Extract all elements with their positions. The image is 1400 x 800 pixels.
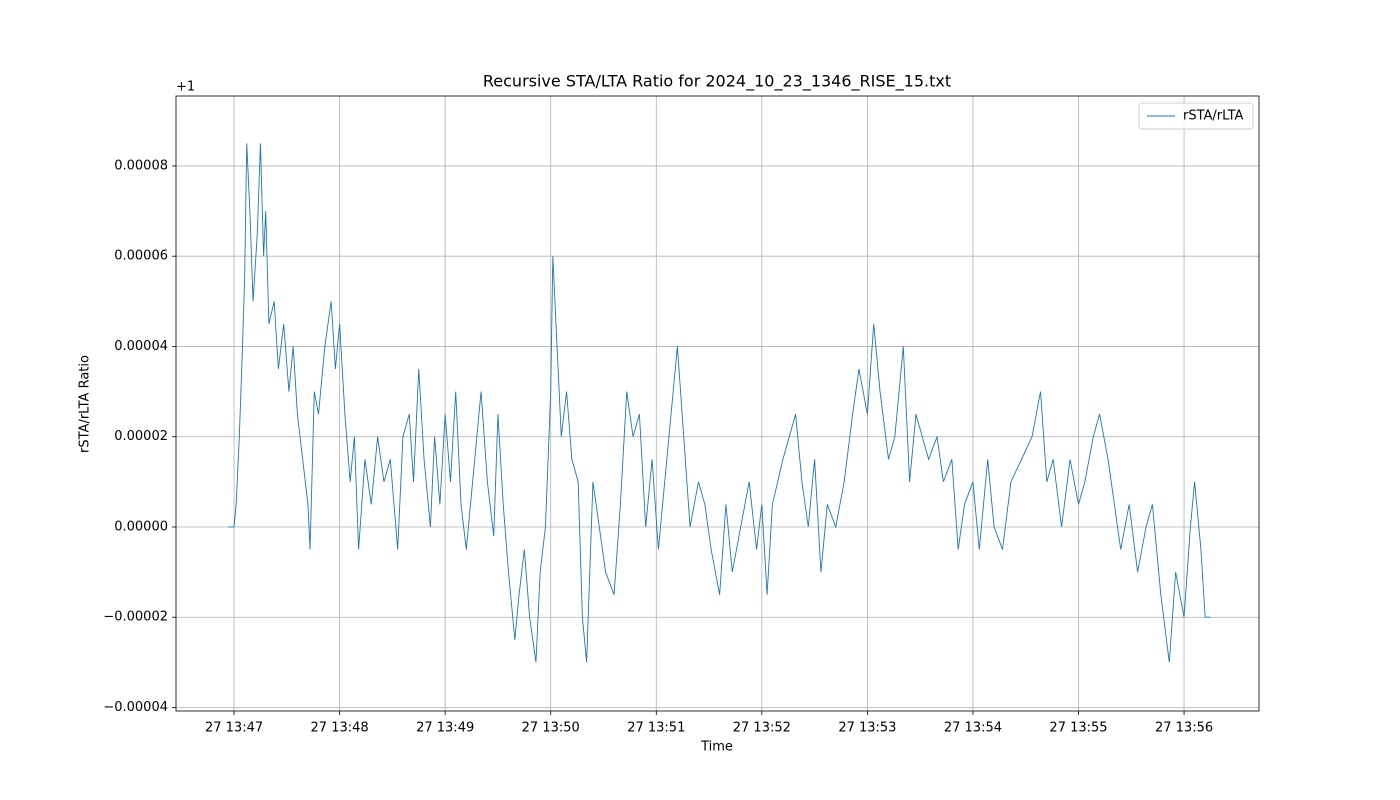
chart-title: Recursive STA/LTA Ratio for 2024_10_23_1… (483, 72, 951, 92)
y-axis-label: rSTA/rLTA Ratio (78, 355, 93, 453)
y-tick-label: 0.00002 (114, 429, 168, 444)
x-tick-label: 27 13:48 (311, 721, 369, 736)
x-tick-label: 27 13:49 (416, 721, 474, 736)
y-tick-label: 0.00004 (114, 339, 168, 354)
y-tick-label: 0.00008 (114, 158, 168, 173)
x-tick-label: 27 13:51 (627, 721, 685, 736)
y-offset-label: +1 (176, 80, 195, 95)
legend-box (1138, 102, 1254, 130)
x-tick-label: 27 13:50 (522, 721, 580, 736)
y-tick-label: −0.00004 (103, 700, 168, 715)
x-tick-label: 27 13:55 (1049, 721, 1107, 736)
x-tick-label: 27 13:47 (205, 721, 263, 736)
plot-frame (175, 95, 1260, 712)
x-tick-label: 27 13:56 (1155, 721, 1213, 736)
y-tick-label: −0.00002 (103, 610, 168, 625)
data-line (227, 143, 1211, 663)
legend-label: rSTA/rLTA (1183, 109, 1244, 124)
x-tick-label: 27 13:53 (838, 721, 896, 736)
y-tick-label: 0.00000 (114, 519, 168, 534)
y-tick-label: 0.00006 (114, 249, 168, 264)
x-tick-label: 27 13:54 (944, 721, 1002, 736)
x-axis-label: Time (700, 740, 733, 755)
x-tick-label: 27 13:52 (733, 721, 791, 736)
